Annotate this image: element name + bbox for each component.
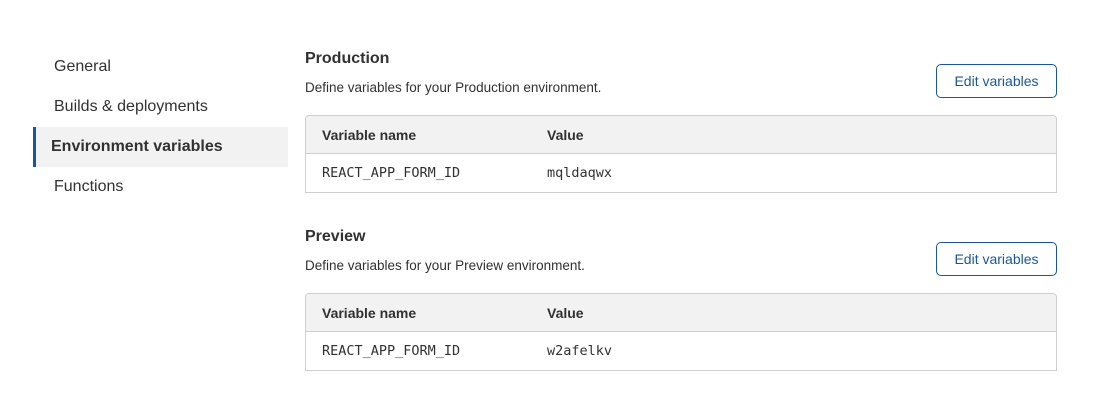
variable-value: mqldaqwx bbox=[547, 165, 613, 181]
column-header-value: Value bbox=[547, 126, 584, 143]
column-header-value: Value bbox=[547, 304, 584, 321]
sidebar-item-builds-deployments[interactable]: Builds & deployments bbox=[54, 98, 208, 115]
production-section: Production Define variables for your Pro… bbox=[305, 49, 1057, 194]
sidebar-item-functions[interactable]: Functions bbox=[54, 178, 124, 195]
variable-value: w2afelkv bbox=[547, 343, 613, 359]
section-description: Define variables for your Production env… bbox=[305, 80, 602, 95]
table-header: Variable name Value bbox=[306, 116, 1056, 154]
table-row: REACT_APP_FORM_ID mqldaqwx bbox=[306, 154, 1056, 192]
section-description: Define variables for your Preview enviro… bbox=[305, 258, 585, 273]
section-title: Production bbox=[305, 50, 390, 67]
column-header-name: Variable name bbox=[322, 126, 417, 143]
section-title: Preview bbox=[305, 228, 366, 245]
settings-sidebar: General Builds & deployments Environment… bbox=[33, 47, 288, 207]
sidebar-item-general[interactable]: General bbox=[54, 58, 111, 75]
sidebar-item-environment-variables[interactable]: Environment variables bbox=[33, 127, 288, 167]
table-header: Variable name Value bbox=[306, 294, 1056, 332]
edit-production-variables-button[interactable]: Edit variables bbox=[936, 64, 1057, 98]
variable-name: REACT_APP_FORM_ID bbox=[322, 165, 461, 181]
variable-name: REACT_APP_FORM_ID bbox=[322, 343, 461, 359]
preview-section: Preview Define variables for your Previe… bbox=[305, 227, 1057, 372]
table-row: REACT_APP_FORM_ID w2afelkv bbox=[306, 332, 1056, 370]
column-header-name: Variable name bbox=[322, 304, 417, 321]
edit-preview-variables-button[interactable]: Edit variables bbox=[936, 242, 1057, 276]
production-variables-table: Variable name Value REACT_APP_FORM_ID mq… bbox=[305, 115, 1057, 193]
preview-variables-table: Variable name Value REACT_APP_FORM_ID w2… bbox=[305, 293, 1057, 371]
